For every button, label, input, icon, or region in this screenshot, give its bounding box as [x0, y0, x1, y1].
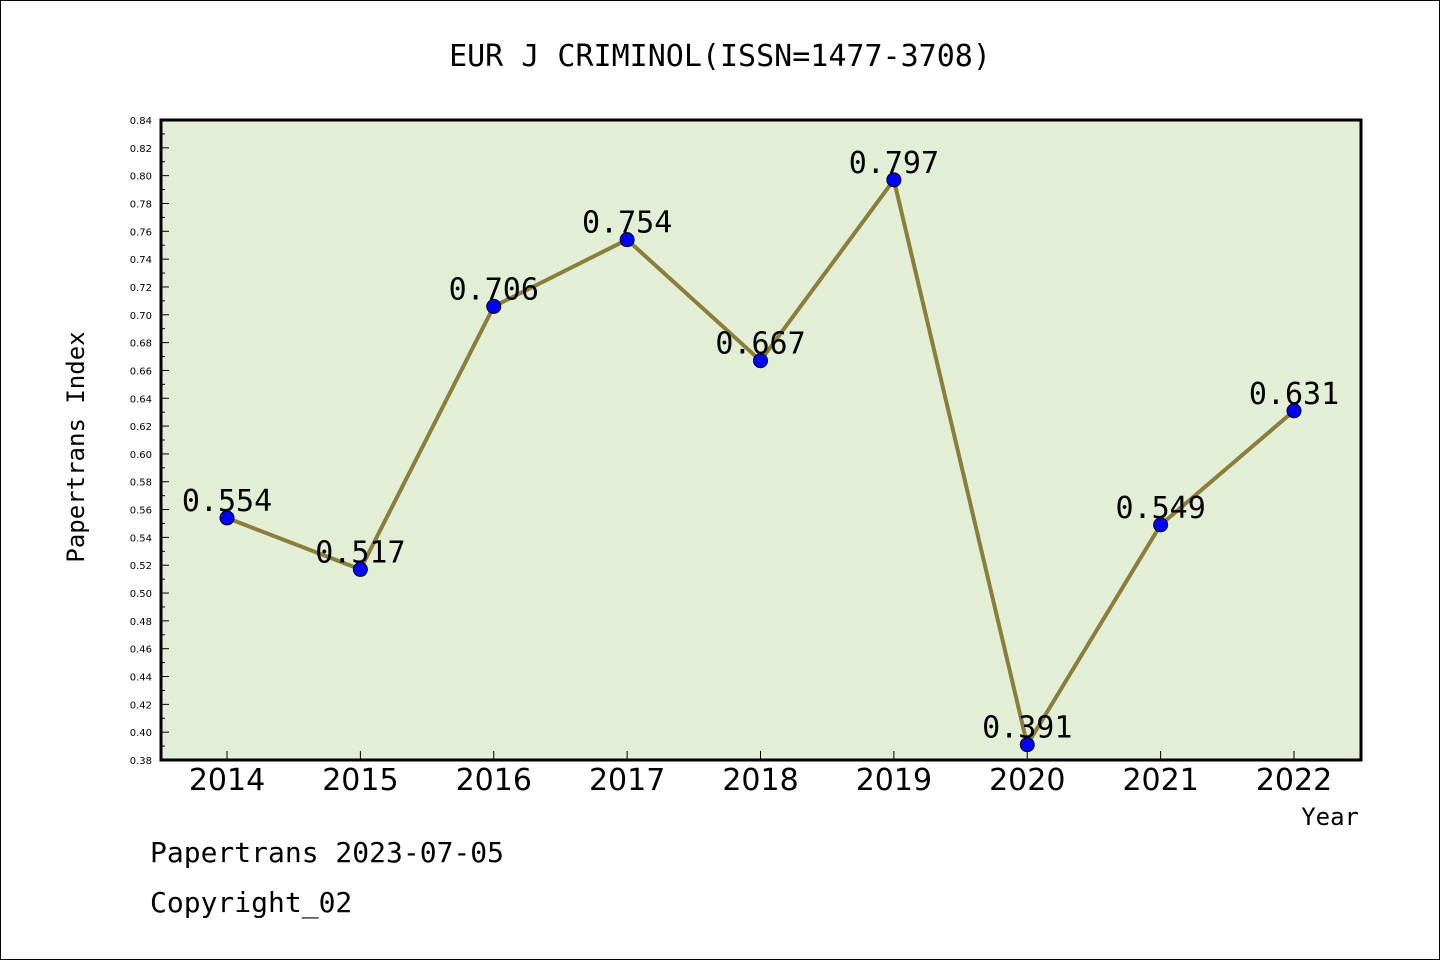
data-labels: 0.554 0.517 0.706 0.754 0.667 0.797 0.391 0.549… [182, 146, 1339, 746]
data-label: 0.391 [982, 711, 1072, 746]
y-tick-label: 0.56 [130, 506, 152, 517]
x-tick-label: 2018 [722, 763, 798, 798]
data-point [753, 353, 768, 369]
x-tick-label: 2022 [1256, 763, 1332, 798]
data-label: 0.549 [1115, 491, 1205, 526]
x-tick-label: 2020 [989, 763, 1065, 798]
y-tick-label: 0.64 [130, 394, 152, 405]
y-tick-label: 0.44 [130, 673, 152, 684]
data-label: 0.667 [715, 327, 805, 362]
y-tick-label: 0.46 [130, 645, 152, 656]
y-tick-label: 0.48 [130, 617, 152, 628]
y-tick-label: 0.62 [130, 422, 152, 433]
y-tick-label: 0.50 [130, 589, 152, 600]
footer-date: Papertrans 2023-07-05 [150, 836, 505, 869]
data-point [1153, 517, 1169, 533]
x-tick-label: 2016 [456, 763, 532, 798]
data-label: 0.706 [449, 272, 539, 307]
x-axis: 2014 2015 2016 2017 2018 2019 2020 2021 2022 [189, 751, 1332, 798]
x-tick-label: 2014 [189, 763, 265, 798]
x-tick-label: 2021 [1122, 763, 1198, 798]
series-markers [219, 172, 1302, 753]
data-point [1286, 403, 1302, 419]
plot-area [159, 118, 1363, 762]
data-point [1019, 737, 1035, 753]
data-label: 0.517 [315, 535, 405, 570]
x-tick-label: 2019 [856, 763, 932, 798]
chart-title: EUR J CRIMINOL(ISSN=1477-3708) [449, 39, 991, 74]
y-tick-label: 0.38 [130, 756, 152, 767]
y-tick-label: 0.60 [130, 450, 152, 461]
y-tick-label: 0.80 [130, 172, 152, 183]
y-tick-label: 0.66 [130, 366, 152, 377]
data-point [486, 298, 502, 314]
y-tick-label: 0.82 [130, 144, 152, 155]
y-tick-label: 0.70 [130, 311, 152, 322]
y-tick-label: 0.68 [130, 339, 152, 350]
x-tick-label: 2015 [322, 763, 398, 798]
y-tick-label: 0.72 [130, 283, 152, 294]
data-point [619, 232, 635, 248]
y-tick-label: 0.40 [130, 728, 152, 739]
data-label: 0.797 [849, 146, 939, 181]
y-tick-label: 0.78 [130, 199, 152, 210]
x-axis-label: Year [1301, 803, 1359, 831]
y-axis-label: Papertrans Index [62, 331, 90, 562]
footer-copyright: Copyright_02 [150, 886, 353, 919]
y-axis: 0.38 0.40 0.42 0.44 0.46 0.48 0.50 0.52 0.54 0.56… [130, 116, 169, 767]
data-point [352, 561, 368, 577]
y-tick-label: 0.74 [130, 255, 152, 266]
data-label: 0.754 [582, 206, 672, 241]
data-point [219, 510, 235, 526]
x-tick-label: 2017 [589, 763, 665, 798]
y-tick-label: 0.84 [130, 116, 152, 127]
y-tick-label: 0.42 [130, 700, 152, 711]
y-tick-label: 0.54 [130, 533, 152, 544]
data-point [886, 172, 902, 188]
y-tick-label: 0.52 [130, 561, 152, 572]
y-tick-label: 0.76 [130, 227, 152, 238]
y-tick-label: 0.58 [130, 478, 152, 489]
data-label: 0.554 [182, 484, 272, 519]
data-label: 0.631 [1249, 377, 1339, 412]
